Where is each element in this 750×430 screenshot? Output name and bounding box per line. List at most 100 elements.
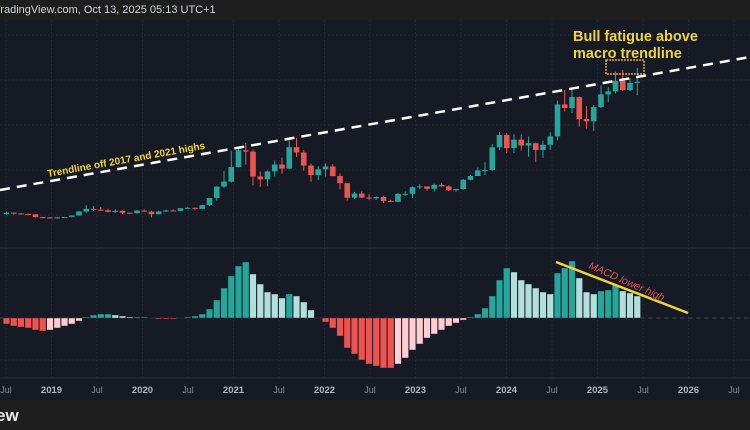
candle-body (141, 210, 148, 212)
candle-body (627, 82, 633, 90)
macd-bar (387, 317, 395, 369)
candle (634, 68, 641, 96)
macd-bar (372, 317, 380, 367)
candle (322, 163, 329, 177)
candle-body (134, 210, 140, 214)
macd-bar (46, 317, 54, 331)
macd-bar (503, 267, 511, 319)
candle-body (68, 215, 75, 217)
macd-bar (575, 277, 583, 319)
candle (213, 186, 220, 201)
macd-bar (227, 275, 235, 319)
macd-bar (314, 317, 322, 319)
candle (409, 186, 416, 199)
candle (206, 197, 213, 206)
candle (467, 175, 474, 181)
candle (532, 142, 539, 163)
candle (445, 185, 452, 192)
candle-body (322, 166, 329, 170)
candle (119, 210, 126, 215)
candle-body (228, 166, 235, 182)
candle (170, 209, 177, 212)
candle-body (351, 193, 358, 198)
macd-bar (561, 267, 569, 319)
macd-bar (155, 317, 163, 320)
candle-body (206, 197, 213, 206)
macd-bar (322, 317, 330, 323)
candle (576, 96, 583, 127)
macd-bar (169, 317, 177, 320)
candle (337, 173, 343, 190)
candle-body (25, 213, 32, 215)
candle-body (308, 165, 314, 176)
chart-svg[interactable]: Trendline off 2017 and 2021 highs Bull f… (0, 20, 750, 400)
candle-body (460, 179, 467, 190)
footer: ew (0, 400, 750, 430)
candle-body (489, 147, 496, 171)
fatigue-highlight-box (605, 59, 645, 75)
macd-bar (343, 317, 351, 349)
candle-body (300, 152, 307, 166)
time-tick-label: Jul (546, 385, 558, 395)
macd-bar (126, 316, 134, 319)
candle-body (540, 144, 546, 151)
candle-body (235, 150, 242, 167)
candle (18, 212, 24, 215)
candle (68, 215, 75, 217)
candle-body (126, 212, 133, 214)
candle (271, 160, 278, 177)
candle (525, 136, 532, 157)
candle (402, 191, 409, 196)
time-tick-label: Jul (91, 385, 103, 395)
macd-bar (111, 314, 119, 319)
candle-body (119, 210, 126, 213)
candle (308, 163, 314, 182)
candle-body (598, 94, 604, 108)
macd-bar (554, 272, 562, 319)
candle-body (518, 139, 525, 146)
time-tick-label: 2022 (314, 385, 335, 396)
macd-bar (140, 316, 148, 319)
candle-body (453, 189, 459, 191)
candle-body (482, 170, 488, 172)
macd-bar (256, 283, 264, 319)
candle (511, 134, 517, 153)
candle (242, 142, 249, 165)
candle (148, 210, 155, 218)
candle (438, 183, 445, 187)
candle (561, 89, 568, 112)
candle (134, 210, 140, 214)
macd-bar (409, 317, 417, 351)
candle (184, 206, 191, 209)
candle-body (605, 91, 612, 95)
candle-body (561, 104, 568, 109)
candle (61, 216, 68, 218)
time-tick-label: 2025 (587, 385, 609, 396)
candle-body (416, 186, 423, 188)
time-axis (0, 378, 750, 400)
candle-body (503, 135, 510, 149)
candle (329, 164, 336, 177)
macd-bar (532, 287, 540, 319)
macd-lower-high-line (555, 260, 689, 315)
time-tick-label: Jul (0, 385, 12, 395)
candle (380, 195, 387, 204)
time-tick-label: 2024 (496, 385, 518, 396)
macd-bar (61, 317, 69, 327)
candle-body (532, 143, 539, 151)
candle-body (163, 210, 169, 212)
macd-bar (184, 316, 192, 319)
candle-body (250, 151, 256, 177)
macd-bar (590, 293, 598, 319)
candle-body (576, 97, 583, 120)
candle-body (264, 171, 271, 180)
time-tick-label: 2019 (41, 385, 62, 396)
candle (518, 134, 525, 151)
macro-trendline (0, 55, 750, 192)
chart-area[interactable]: Trendline off 2017 and 2021 highs Bull f… (0, 20, 750, 400)
candle (627, 78, 633, 92)
macd-bar (380, 317, 388, 369)
macd-bar (278, 297, 286, 319)
candle (431, 183, 438, 192)
candle (300, 149, 307, 171)
